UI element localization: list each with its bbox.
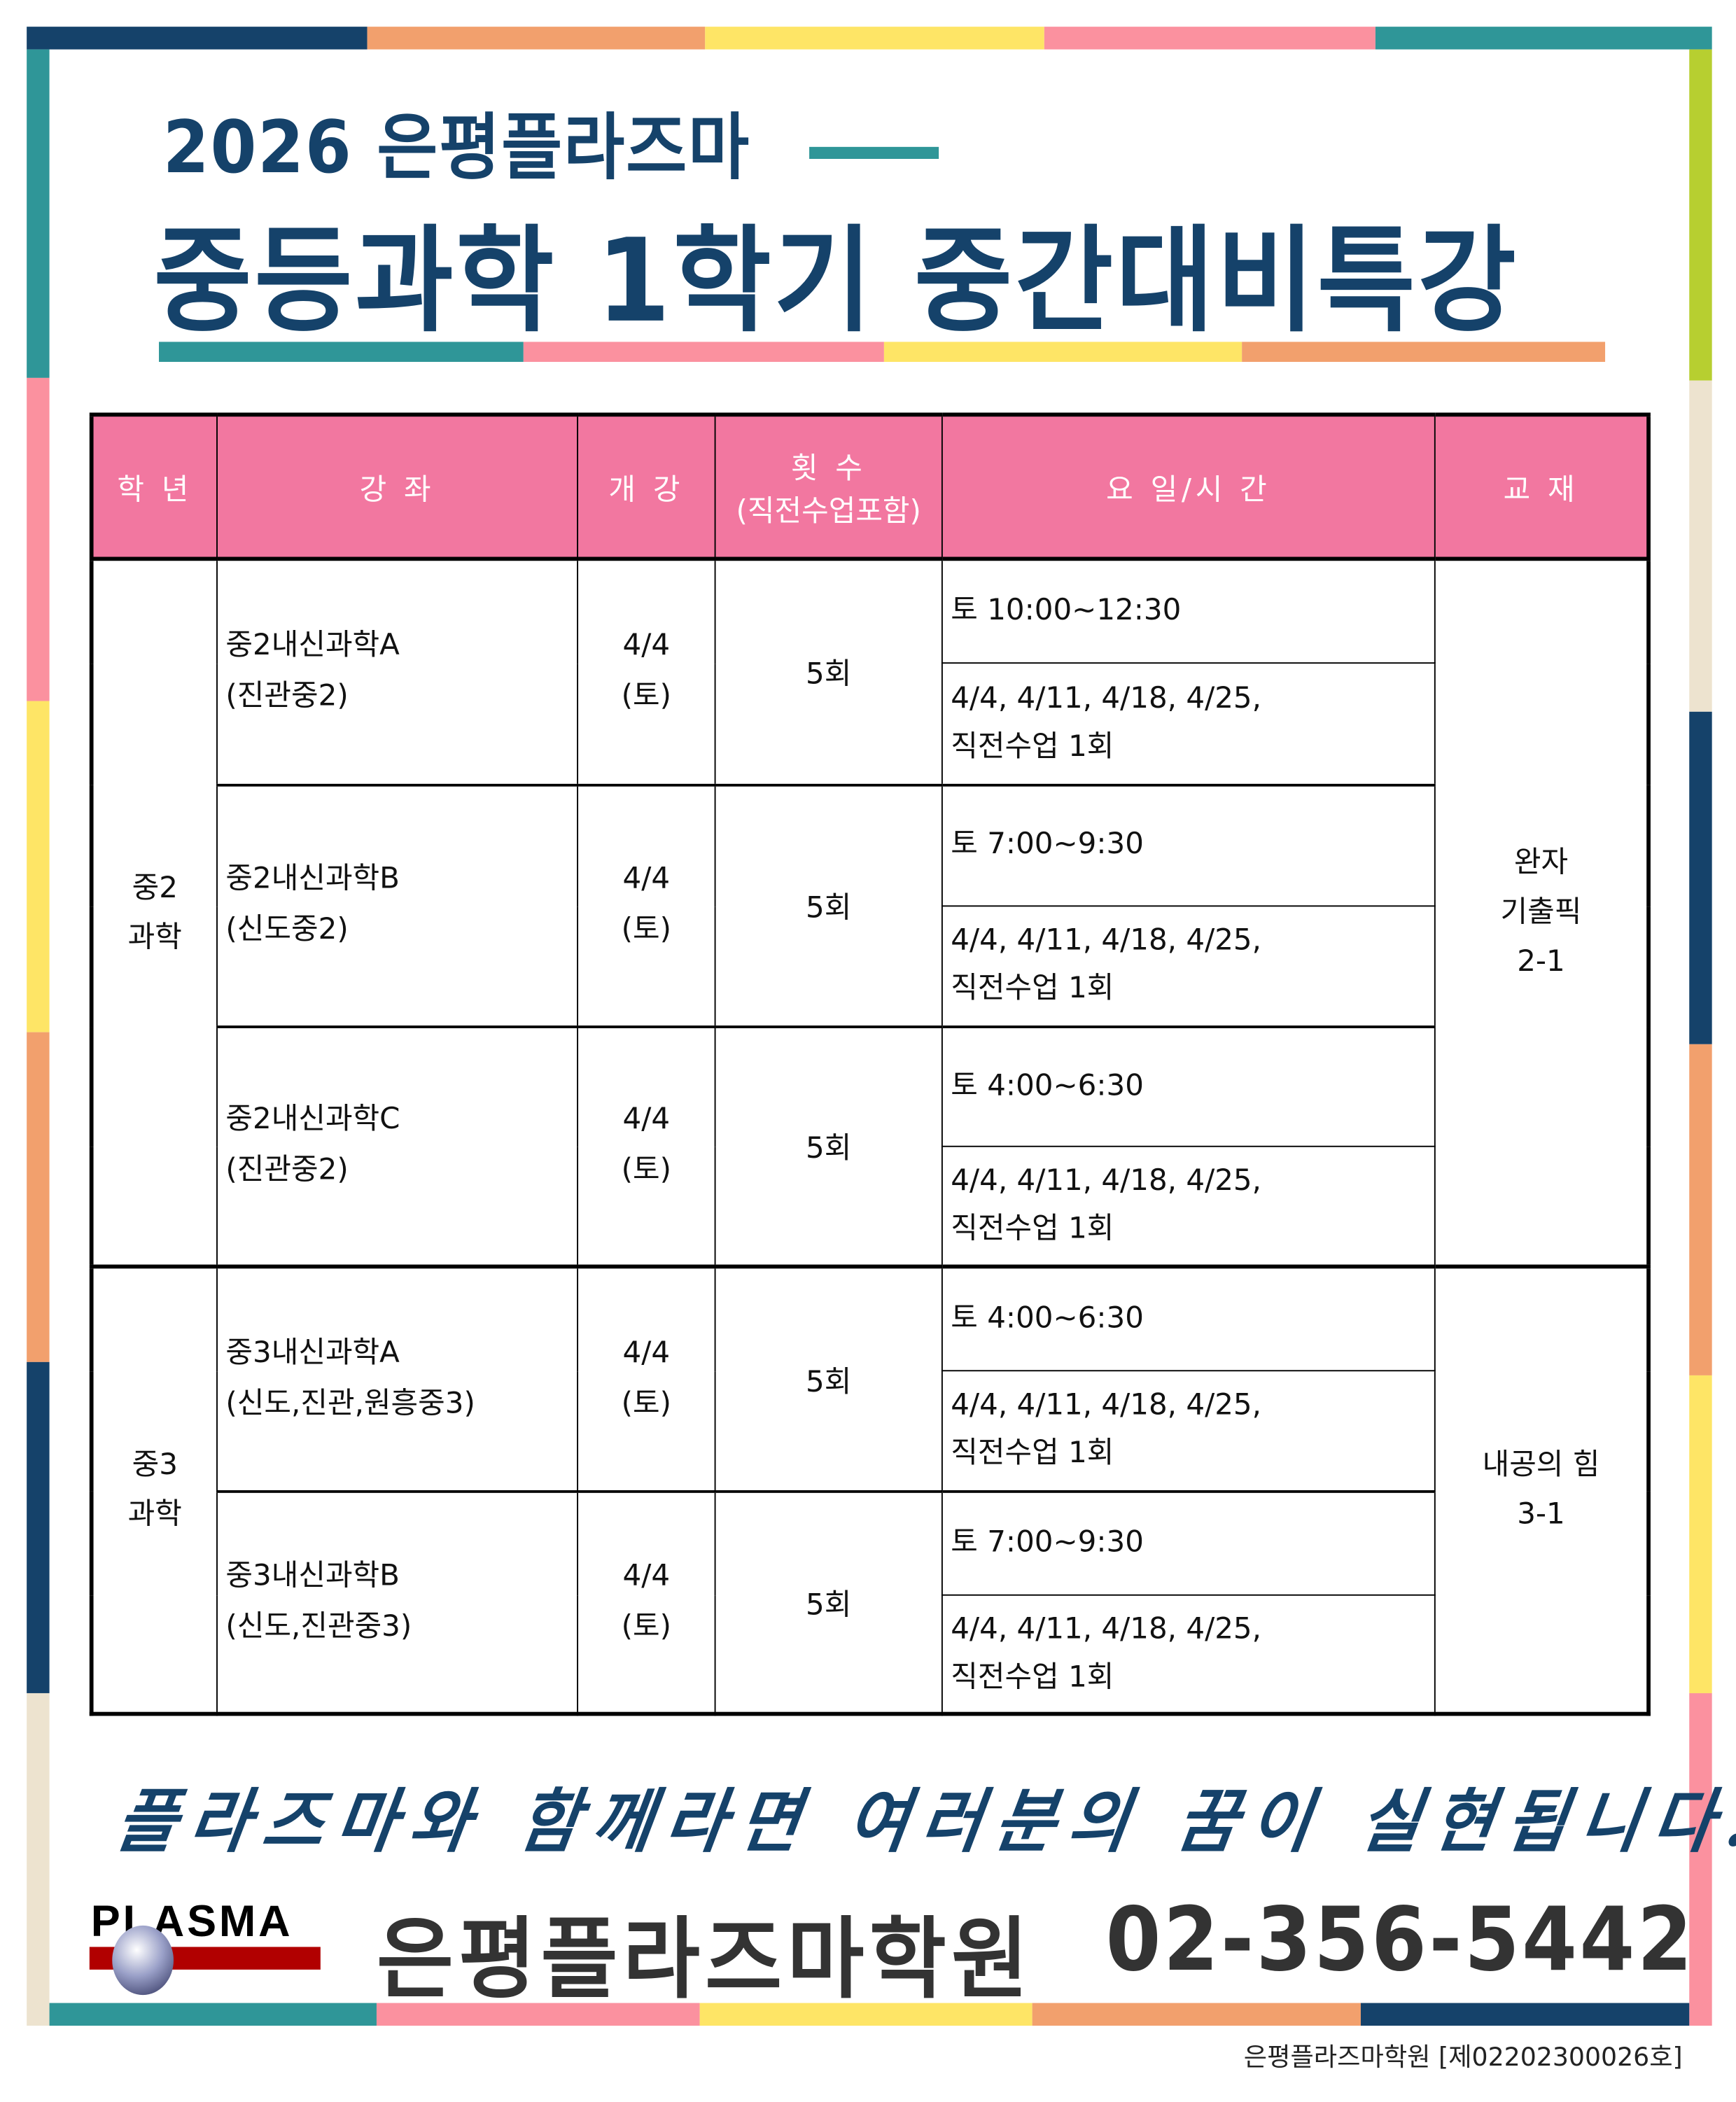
start-date: 4/4 (토) xyxy=(577,1490,716,1715)
col-count-note: (직전수업포함) xyxy=(736,494,921,528)
session-count: 5회 xyxy=(714,783,943,1028)
course-name: 중3내신과학B (신도,진관중3) xyxy=(216,1490,579,1715)
col-start: 개 강 xyxy=(577,412,716,561)
col-count: 횟 수 (직전수업포함) xyxy=(714,412,943,561)
table-subrow: 4/4, 4/11, 4/18, 4/25, 직전수업 1회 xyxy=(92,662,1648,785)
subtitle: 2026 은평플라즈마 xyxy=(162,105,750,190)
col-grade: 학 년 xyxy=(90,412,218,561)
frame-segment xyxy=(1375,27,1712,50)
session-count: 5회 xyxy=(714,558,943,785)
class-dates: 4/4, 4/11, 4/18, 4/25, 직전수업 1회 xyxy=(941,662,1436,785)
table-header: 학 년 강 좌 개 강 횟 수 (직전수업포함) 요 일/시 간 교 재 xyxy=(90,412,1650,561)
frame-segment xyxy=(705,27,1044,50)
start-date: 4/4 (토) xyxy=(577,558,716,785)
course-name: 중2내신과학A (진관중2) xyxy=(216,558,579,785)
title-stripe-orange xyxy=(1242,342,1606,362)
start-date: 4/4 (토) xyxy=(577,1025,716,1268)
frame-segment xyxy=(27,1032,50,1362)
frame-segment xyxy=(1689,1693,1712,2026)
frame-segment xyxy=(49,2003,377,2026)
col-book: 교 재 xyxy=(1434,412,1650,561)
course-name: 중2내신과학C (진관중2) xyxy=(216,1025,579,1268)
class-dates: 4/4, 4/11, 4/18, 4/25, 직전수업 1회 xyxy=(941,905,1436,1028)
start-date: 4/4 (토) xyxy=(577,1264,716,1492)
course-name: 중2내신과학B (신도중2) xyxy=(216,783,579,1028)
table-row: 중3내신과학B (신도,진관중3) 4/4 (토) 5회 토 7:00~9:30 xyxy=(92,1490,1648,1715)
class-time: 토 7:00~9:30 xyxy=(941,1490,1436,1596)
table-row: 중2내신과학C (진관중2) 4/4 (토) 5회 토 4:00~6:30 xyxy=(92,1025,1648,1268)
frame-segment xyxy=(27,701,50,1032)
table-row: 중2 과학 중2내신과학A (진관중2) 4/4 (토) 5회 토 10:00~12:3… xyxy=(90,558,1650,1268)
col-count-label: 횟 수 xyxy=(790,451,867,486)
session-count: 5회 xyxy=(714,1025,943,1268)
frame-segment xyxy=(27,1361,50,1693)
subtitle-underline xyxy=(809,146,939,160)
frame-segment xyxy=(1689,1044,1712,1375)
session-count: 5회 xyxy=(714,1264,943,1492)
table-subrow: 4/4, 4/11, 4/18, 4/25, 직전수업 1회 xyxy=(92,905,1648,1028)
frame-segment xyxy=(1689,711,1712,1044)
academy-name: 은평플라즈마학원 xyxy=(376,1908,1034,2011)
frame-segment xyxy=(27,49,50,378)
frame-segment xyxy=(1689,1375,1712,1693)
page-title: 중등과학 1학기 중간대비특강 xyxy=(153,215,1519,349)
phone-number: 02-356-5442 xyxy=(1105,1888,1695,1991)
frame-segment xyxy=(1689,380,1712,712)
start-date: 4/4 (토) xyxy=(577,783,716,1028)
class-time: 토 10:00~12:30 xyxy=(941,558,1436,664)
frame-segment xyxy=(1689,49,1712,381)
registration-number: 은평플라즈마학원 [제02202300026호] xyxy=(1243,2043,1683,2073)
frame-segment xyxy=(1032,2003,1361,2026)
slogan: 플라즈마와 함께라면 여러분의 꿈이 실현됩니다!! xyxy=(111,1781,1736,1863)
grade-cell: 중2 과학 xyxy=(90,558,218,1268)
textbook-cell: 내공의 힘 3-1 xyxy=(1434,1264,1650,1715)
title-stripe-pink xyxy=(523,342,884,362)
title-stripe-teal xyxy=(159,342,524,362)
table-row: 중2내신과학B (신도중2) 4/4 (토) 5회 토 7:00~9:30 xyxy=(92,783,1648,1028)
course-name: 중3내신과학A (신도,진관,원흥중3) xyxy=(216,1264,579,1492)
frame-segment xyxy=(1044,27,1376,50)
frame-segment xyxy=(27,1693,50,2026)
frame-segment xyxy=(27,27,368,50)
grade-cell: 중3 과학 xyxy=(90,1264,218,1715)
table-subrow: 4/4, 4/11, 4/18, 4/25, 직전수업 1회 xyxy=(92,1145,1648,1268)
frame-segment xyxy=(699,2003,1032,2026)
class-dates: 4/4, 4/11, 4/18, 4/25, 직전수업 1회 xyxy=(941,1370,1436,1492)
session-count: 5회 xyxy=(714,1490,943,1715)
frame-segment xyxy=(367,27,706,50)
title-stripe-yellow xyxy=(883,342,1242,362)
textbook-cell: 완자 기출픽 2-1 xyxy=(1434,558,1650,1268)
col-course: 강 좌 xyxy=(216,412,579,561)
class-dates: 4/4, 4/11, 4/18, 4/25, 직전수업 1회 xyxy=(941,1594,1436,1715)
frame-segment xyxy=(27,377,50,701)
globe-icon xyxy=(112,1925,174,1996)
col-time: 요 일/시 간 xyxy=(941,412,1436,561)
class-dates: 4/4, 4/11, 4/18, 4/25, 직전수업 1회 xyxy=(941,1145,1436,1268)
class-time: 토 4:00~6:30 xyxy=(941,1025,1436,1147)
frame-segment xyxy=(376,2003,700,2026)
table-subrow: 4/4, 4/11, 4/18, 4/25, 직전수업 1회 xyxy=(92,1594,1648,1715)
schedule-table: 학 년 강 좌 개 강 횟 수 (직전수업포함) 요 일/시 간 교 재 중2 과… xyxy=(89,412,1651,1716)
frame-segment xyxy=(1360,2003,1690,2026)
table-row: 중3 과학 중3내신과학A (신도,진관,원흥중3) 4/4 (토) 5회 토 4:00… xyxy=(90,1264,1650,1715)
class-time: 토 7:00~9:30 xyxy=(941,783,1436,907)
class-time: 토 4:00~6:30 xyxy=(941,1264,1436,1372)
